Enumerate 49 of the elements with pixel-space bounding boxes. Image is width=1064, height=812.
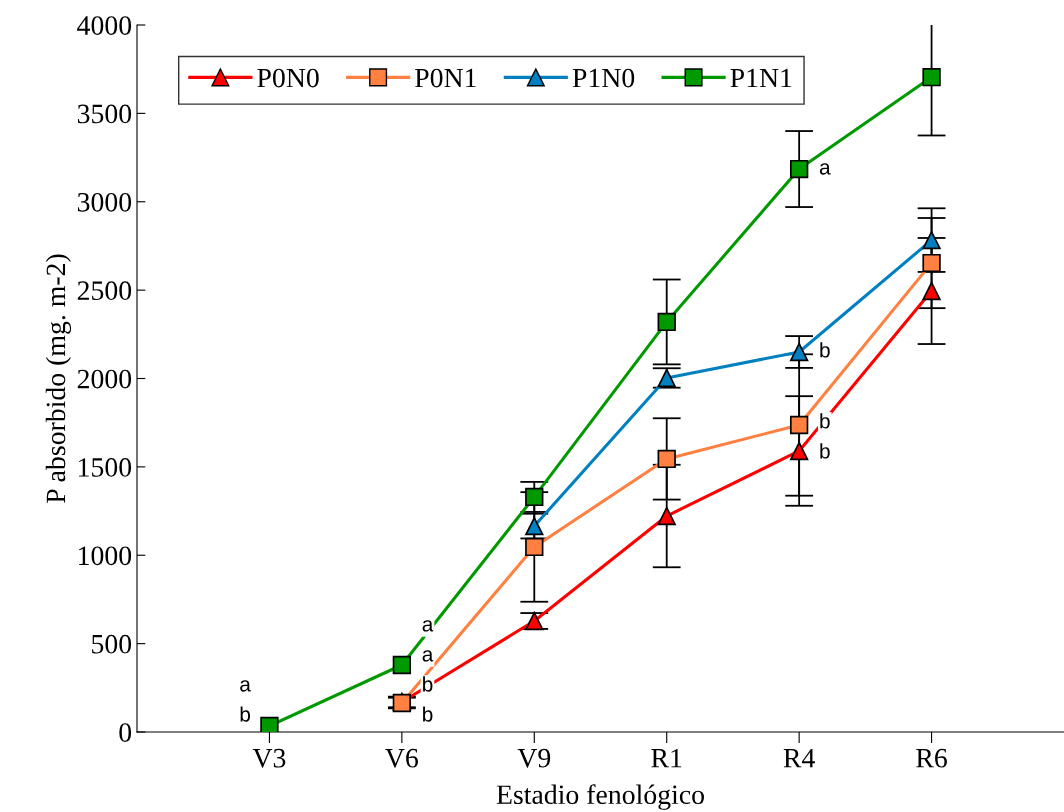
- annotation: b: [423, 676, 433, 692]
- legend-label: P1N1: [730, 68, 792, 88]
- y-tick-label: 1000: [79, 546, 132, 566]
- y-tick-label: 2000: [77, 369, 132, 389]
- legend-label: P0N1: [415, 68, 476, 88]
- y-tick-label: 3000: [77, 192, 132, 212]
- x-tick-label: R1: [651, 748, 682, 768]
- point: [789, 441, 809, 461]
- annotation: a: [819, 163, 831, 175]
- point: [922, 281, 941, 301]
- point: [789, 342, 809, 362]
- y-tick-label: 3500: [77, 104, 132, 124]
- point: [789, 415, 809, 435]
- point: [922, 230, 941, 250]
- annotation: b: [423, 706, 433, 722]
- point: [260, 716, 279, 732]
- annotation: b: [820, 413, 830, 429]
- annotation: a: [240, 680, 251, 692]
- point: [922, 253, 941, 273]
- point: [392, 655, 412, 675]
- x-tick-label: V9: [517, 748, 551, 768]
- point: [525, 487, 544, 507]
- point: [789, 159, 809, 179]
- point: [657, 449, 676, 469]
- legend-label: P1N0: [572, 68, 635, 88]
- x-tick-label: R4: [783, 748, 815, 768]
- point: [525, 611, 544, 631]
- point: [657, 506, 676, 526]
- y-tick-label: 0: [119, 723, 132, 742]
- x-tick-label: V3: [252, 748, 286, 768]
- point: [657, 312, 676, 332]
- point: [922, 67, 941, 87]
- y-tick-label: 500: [92, 634, 132, 654]
- annotation: a: [422, 650, 434, 662]
- legend-label: P0N0: [257, 68, 319, 88]
- x-tick-label: R6: [916, 748, 947, 768]
- point: [657, 368, 676, 388]
- annotation: b: [240, 706, 251, 722]
- y-tick-label: 2500: [77, 281, 132, 301]
- point: [525, 516, 544, 536]
- y-tick-label: 4000: [77, 16, 132, 35]
- annotation: b: [820, 443, 830, 459]
- y-axis-title: P absorbido (mg. m-2): [45, 254, 72, 503]
- annotation: b: [820, 342, 830, 358]
- annotation: a: [422, 620, 434, 632]
- point: [525, 537, 544, 557]
- y-tick-label: 1500: [79, 458, 132, 477]
- x-tick-label: V6: [385, 748, 418, 768]
- x-axis-title: Estadio fenológico: [496, 784, 704, 810]
